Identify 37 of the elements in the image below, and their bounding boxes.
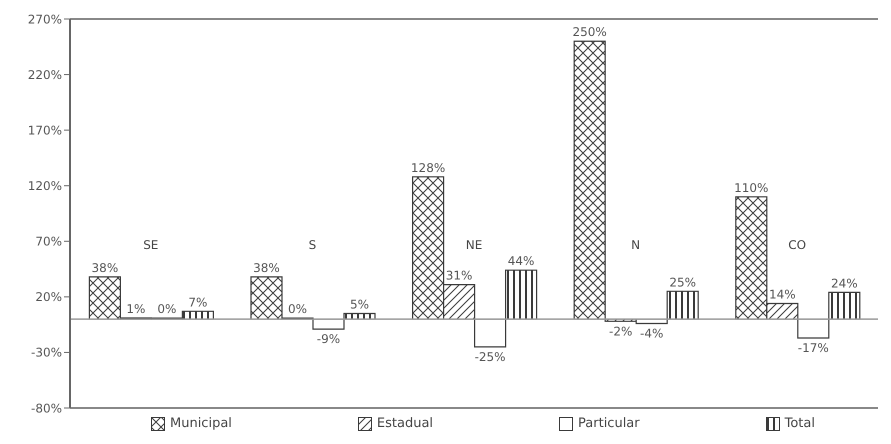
data-label: -4% xyxy=(640,326,664,341)
data-label: 38% xyxy=(92,260,118,275)
x-tick-label: S xyxy=(308,238,316,252)
x-tick-label: NE xyxy=(466,238,482,252)
data-label: 0% xyxy=(157,302,176,316)
legend-label: Estadual xyxy=(376,416,434,431)
legend-label: Municipal xyxy=(169,416,232,431)
x-tick-label: N xyxy=(631,238,640,252)
data-label: -25% xyxy=(474,350,506,364)
y-tick-label: 270% xyxy=(28,12,62,26)
y-tick-label: -30% xyxy=(30,346,62,360)
data-label: 14% xyxy=(768,288,796,302)
data-label: 0% xyxy=(288,302,308,316)
y-tick-label: 70% xyxy=(35,234,62,249)
data-label: -2% xyxy=(609,324,632,338)
data-label: 1% xyxy=(126,302,146,316)
x-tick-label: SE xyxy=(143,238,158,252)
data-label: 31% xyxy=(446,268,472,283)
data-label: 250% xyxy=(572,25,607,40)
data-label: -9% xyxy=(316,332,340,346)
data-label: 24% xyxy=(830,276,858,290)
legend-label: Total xyxy=(784,416,815,431)
x-tick-label: CO xyxy=(788,238,806,252)
y-tick-label: 170% xyxy=(28,123,62,138)
data-label: -17% xyxy=(798,340,829,355)
y-tick-label: 120% xyxy=(28,178,62,193)
data-label: 7% xyxy=(188,295,208,310)
y-tick-label: 20% xyxy=(35,290,62,304)
y-tick-label: 220% xyxy=(28,68,62,82)
data-label: 128% xyxy=(410,160,446,175)
data-label: 38% xyxy=(253,260,280,275)
data-label: 110% xyxy=(734,180,768,195)
data-label: 5% xyxy=(350,298,370,312)
data-label: 44% xyxy=(508,254,534,268)
data-label: 25% xyxy=(669,275,696,290)
y-tick-label: -80% xyxy=(30,401,62,416)
legend-label: Particular xyxy=(577,416,640,431)
